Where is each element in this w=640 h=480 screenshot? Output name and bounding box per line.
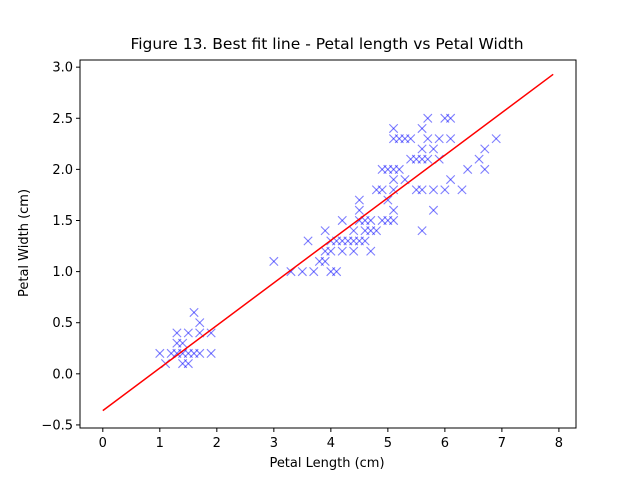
y-axis-label: Petal Width (cm) bbox=[17, 189, 32, 297]
data-point bbox=[354, 195, 364, 205]
data-point bbox=[445, 134, 456, 144]
x-tick-label: 0 bbox=[99, 436, 107, 451]
data-point bbox=[388, 123, 399, 134]
x-tick-label: 5 bbox=[384, 436, 392, 451]
y-tick-label: 3.0 bbox=[52, 61, 73, 76]
x-tick-label: 6 bbox=[441, 436, 449, 451]
data-point bbox=[423, 134, 433, 144]
data-point bbox=[474, 154, 484, 164]
data-point bbox=[383, 195, 393, 205]
data-point bbox=[388, 185, 399, 195]
axes-frame bbox=[79, 59, 577, 429]
fit-line-segment bbox=[102, 73, 554, 412]
y-tick-label: 2.5 bbox=[52, 112, 73, 127]
data-point bbox=[354, 205, 364, 215]
data-point bbox=[206, 348, 216, 358]
data-point bbox=[417, 185, 427, 195]
data-point bbox=[269, 256, 279, 266]
data-point bbox=[428, 185, 439, 195]
x-axis-label: Petal Length (cm) bbox=[269, 456, 384, 471]
data-point bbox=[183, 359, 193, 369]
data-point bbox=[366, 215, 376, 226]
data-point bbox=[189, 307, 199, 318]
data-point bbox=[423, 113, 433, 123]
data-point bbox=[178, 338, 188, 348]
data-point bbox=[320, 226, 330, 236]
x-tick-label: 4 bbox=[327, 436, 335, 451]
y-tick-label: 1.5 bbox=[52, 214, 73, 229]
data-point bbox=[388, 205, 399, 215]
data-point bbox=[428, 144, 439, 154]
x-tick-label: 7 bbox=[498, 436, 506, 451]
axes: 0 1 2 3 4 5 6 7 8 −0.5 0.0 0.5 1.0 1.5 2.0 2.5 3.0 bbox=[41, 59, 577, 451]
data-point bbox=[491, 134, 501, 144]
data-point bbox=[309, 267, 319, 277]
y-tick-label: 0.5 bbox=[52, 316, 73, 331]
data-point bbox=[417, 144, 427, 154]
y-tick-label: 1.0 bbox=[52, 265, 73, 280]
x-tick-label: 8 bbox=[555, 436, 563, 451]
data-point bbox=[183, 328, 193, 338]
data-point bbox=[480, 144, 490, 154]
data-point bbox=[440, 185, 450, 195]
data-point bbox=[303, 236, 313, 246]
data-point bbox=[428, 205, 439, 215]
data-point bbox=[337, 215, 347, 226]
data-point bbox=[463, 164, 473, 174]
data-point bbox=[320, 256, 330, 266]
y-tick-label: 0.0 bbox=[52, 367, 73, 382]
best-fit-line bbox=[102, 73, 554, 412]
data-point bbox=[337, 246, 347, 256]
data-point bbox=[155, 348, 165, 358]
x-tick-label: 2 bbox=[213, 436, 221, 451]
data-point bbox=[326, 246, 336, 256]
data-point bbox=[371, 226, 382, 236]
data-point bbox=[195, 318, 205, 328]
data-point bbox=[417, 226, 427, 236]
data-point bbox=[406, 134, 416, 144]
data-point bbox=[349, 246, 359, 256]
data-point bbox=[360, 236, 370, 246]
data-point bbox=[297, 267, 307, 277]
x-tick-label: 1 bbox=[156, 436, 164, 451]
data-point bbox=[394, 164, 404, 174]
data-point bbox=[172, 328, 182, 338]
data-point bbox=[388, 175, 399, 185]
data-point bbox=[457, 185, 467, 195]
data-point bbox=[366, 246, 376, 256]
y-tick-label: −0.5 bbox=[41, 418, 73, 433]
data-point bbox=[445, 113, 456, 123]
data-point bbox=[349, 226, 359, 236]
data-point bbox=[206, 328, 216, 338]
data-point bbox=[445, 175, 456, 185]
chart-title: Figure 13. Best fit line - Petal length … bbox=[130, 35, 523, 53]
data-point bbox=[434, 134, 444, 144]
data-point bbox=[377, 185, 387, 195]
data-point bbox=[480, 164, 490, 174]
data-point bbox=[423, 154, 433, 164]
data-point bbox=[195, 348, 205, 358]
data-point bbox=[417, 123, 427, 134]
y-tick-label: 2.0 bbox=[52, 163, 73, 178]
data-point bbox=[331, 267, 342, 277]
data-point bbox=[388, 215, 399, 226]
x-tick-label: 3 bbox=[270, 436, 278, 451]
